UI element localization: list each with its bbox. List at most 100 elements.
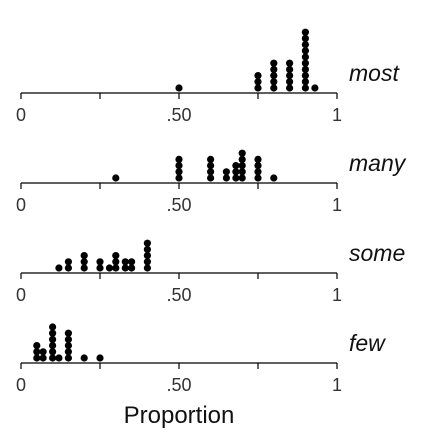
data-dot xyxy=(49,348,57,356)
data-dot xyxy=(55,264,63,272)
data-dot xyxy=(96,354,104,362)
data-dot xyxy=(301,72,309,80)
data-dot xyxy=(80,264,88,272)
data-dot xyxy=(254,72,262,80)
data-dot xyxy=(286,84,294,92)
x-tick-label: .50 xyxy=(166,285,191,305)
data-dot xyxy=(301,47,309,55)
x-tick-label: 1 xyxy=(332,105,342,125)
data-dot xyxy=(49,354,57,362)
data-dot xyxy=(301,78,309,86)
data-dot xyxy=(301,34,309,43)
panel-label: most xyxy=(349,60,400,86)
data-dot xyxy=(254,168,262,176)
data-dot xyxy=(232,174,240,182)
data-dot xyxy=(64,258,72,266)
data-dot xyxy=(238,168,246,176)
data-dot xyxy=(128,264,136,272)
data-dot xyxy=(270,84,278,92)
data-dot xyxy=(232,168,240,176)
data-dot xyxy=(49,329,57,337)
data-dot xyxy=(49,335,57,343)
x-tick-label: 0 xyxy=(16,375,26,395)
x-tick-label: 0 xyxy=(16,195,26,215)
data-dot xyxy=(105,264,114,272)
data-dot xyxy=(238,174,246,182)
data-dot xyxy=(80,258,88,266)
data-dot xyxy=(301,65,309,73)
data-dot xyxy=(128,258,136,266)
x-tick-label: 1 xyxy=(332,285,342,305)
panel-label: many xyxy=(349,150,407,176)
data-dot xyxy=(301,28,309,36)
data-dot xyxy=(254,84,262,92)
data-dot xyxy=(175,84,183,92)
data-dot xyxy=(238,149,246,157)
data-dot xyxy=(286,65,294,73)
data-dot xyxy=(121,264,129,272)
data-dot xyxy=(112,252,120,260)
data-dot xyxy=(64,329,72,337)
data-dot xyxy=(238,155,246,163)
data-dot xyxy=(254,162,262,170)
data-dot xyxy=(254,174,262,182)
data-dot xyxy=(270,59,278,67)
data-dot xyxy=(254,78,262,86)
data-dot xyxy=(207,162,215,170)
data-dot xyxy=(80,252,88,260)
data-dot xyxy=(64,354,72,362)
data-dot xyxy=(33,354,41,362)
data-dot xyxy=(39,348,47,356)
data-dot xyxy=(270,78,278,86)
data-dot xyxy=(80,354,88,362)
data-dot xyxy=(238,162,246,170)
panel-some: 0 .50 1 some xyxy=(16,239,405,305)
data-dot xyxy=(143,264,151,272)
data-dot xyxy=(301,84,309,92)
data-dot xyxy=(64,342,72,350)
x-tick-label: 0 xyxy=(16,105,26,125)
data-dot xyxy=(112,258,120,266)
data-dot xyxy=(33,348,41,356)
data-dot xyxy=(270,65,278,73)
data-dot xyxy=(143,239,151,247)
data-dot xyxy=(143,258,151,266)
data-dot xyxy=(143,252,151,260)
data-dot xyxy=(207,174,215,182)
data-dot xyxy=(96,264,104,272)
data-dot xyxy=(33,342,41,350)
chart-panels: 0 .50 1 most 0 .50 1 many 0 .50 1 some 0 .50 1 few xyxy=(16,28,407,395)
data-dot xyxy=(222,174,230,182)
panel-many: 0 .50 1 many xyxy=(16,149,407,215)
data-dot xyxy=(175,174,183,182)
data-dot xyxy=(286,72,294,80)
data-dot xyxy=(301,59,309,67)
panel-label: some xyxy=(349,240,405,266)
data-dot xyxy=(55,354,63,362)
data-dot xyxy=(64,348,72,356)
data-dot xyxy=(301,41,309,49)
data-dot xyxy=(49,342,57,350)
panel-label: few xyxy=(349,330,386,356)
data-dot xyxy=(143,245,151,253)
data-dot xyxy=(64,264,72,272)
x-tick-label: .50 xyxy=(166,105,191,125)
data-dot xyxy=(222,168,230,176)
x-tick-label: 1 xyxy=(332,375,342,395)
data-dot xyxy=(112,174,120,182)
data-dot xyxy=(286,59,294,67)
data-dot xyxy=(286,78,294,86)
data-dot xyxy=(207,168,215,176)
data-dot xyxy=(311,84,319,92)
data-dot xyxy=(254,155,262,163)
data-dot xyxy=(112,264,120,272)
data-dot xyxy=(49,323,57,331)
data-dot xyxy=(207,155,215,163)
data-dot xyxy=(175,162,183,170)
data-dot xyxy=(121,258,129,266)
data-dot xyxy=(175,155,183,163)
panel-few: 0 .50 1 few xyxy=(16,323,386,395)
x-tick-label: .50 xyxy=(166,195,191,215)
x-axis-title: Proportion xyxy=(124,402,235,429)
